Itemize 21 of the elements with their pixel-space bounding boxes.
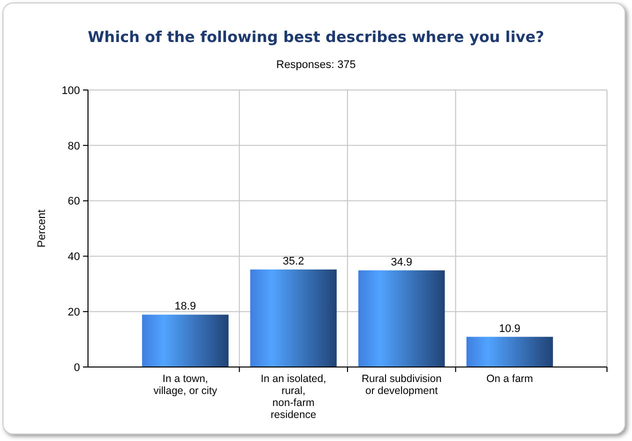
bar [142,314,229,367]
y-tick-label: 40 [68,251,80,264]
x-tick-label: Rural subdivision or development [362,373,442,397]
chart-title: Which of the following best describes where you live? [88,28,544,46]
y-tick-label: 80 [68,140,80,152]
bar [358,270,445,367]
data-label: 34.9 [390,256,412,268]
data-label: 10.9 [498,322,520,335]
y-axis-title: Percent [36,210,48,248]
data-label: 35.2 [282,255,304,268]
y-tick-label: 60 [68,196,80,208]
y-tick-label: 100 [62,84,80,97]
x-tick-label: In an isolated, rural, non-farm residence [260,373,326,421]
y-tick-label: 0 [74,362,80,374]
chart-subtitle: Responses: 375 [276,59,356,71]
x-tick-label: On a farm [486,373,534,385]
x-tick-label: In a town, village, or city [154,373,218,397]
bar [250,269,337,367]
bar [466,336,553,367]
y-tick-label: 20 [68,306,80,318]
data-label: 18.9 [174,300,196,313]
